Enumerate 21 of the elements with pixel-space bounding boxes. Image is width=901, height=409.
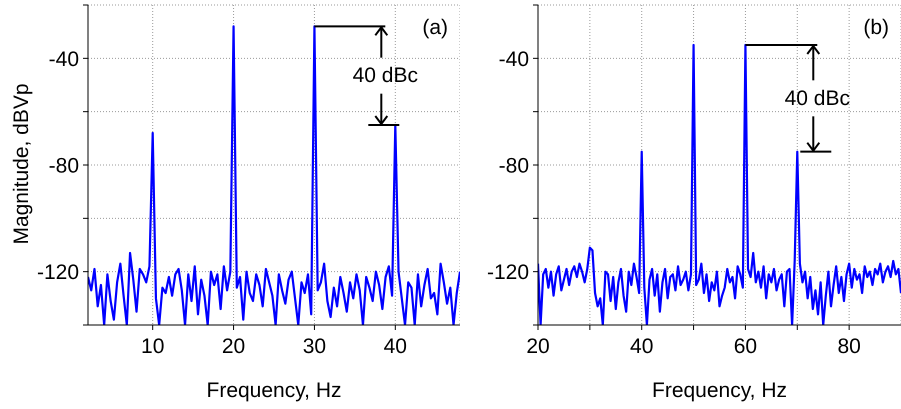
y-tick-label: -80 [498, 154, 529, 178]
x-tick-label: 80 [837, 334, 861, 358]
y-axis-title: Magnitude, dBVp [10, 83, 34, 245]
annotation: 40 dBc [352, 64, 418, 88]
x-axis-title: Frequency, Hz [652, 379, 787, 402]
annotation: (a) [422, 16, 448, 40]
x-tick-label: 20 [222, 334, 246, 358]
annotation: 40 dBc [784, 86, 850, 110]
y-tick-label: -120 [486, 261, 529, 284]
x-tick-label: 60 [734, 334, 758, 358]
y-tick-label: -120 [36, 261, 79, 284]
y-tick-label: -80 [48, 154, 79, 178]
x-tick-label: 30 [302, 334, 326, 358]
y-tick-label: -40 [48, 48, 79, 71]
x-tick-label: 10 [141, 334, 164, 358]
x-axis-title: Frequency, Hz [206, 379, 342, 402]
x-tick-label: 20 [526, 334, 550, 358]
y-tick-label: -40 [498, 48, 529, 71]
annotation: (b) [863, 16, 889, 40]
x-tick-label: 40 [384, 334, 407, 358]
x-tick-label: 40 [630, 334, 654, 358]
